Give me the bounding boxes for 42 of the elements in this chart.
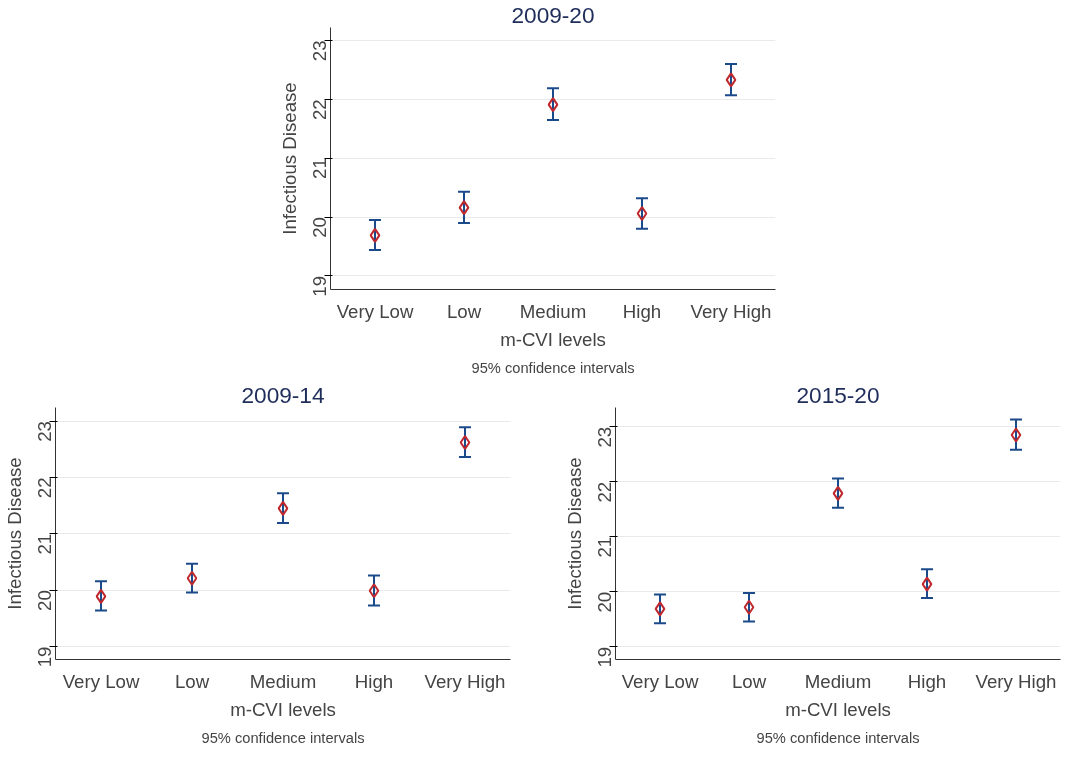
- y-tick-label: 19: [34, 646, 55, 668]
- y-tick-label: 23: [34, 421, 55, 442]
- y-tick-label: 21: [594, 536, 615, 558]
- x-axis-title: m-CVI levels: [785, 698, 891, 720]
- text: 95% confidence intervals: [756, 729, 920, 746]
- x-tick-label: High: [907, 670, 947, 692]
- x-tick-label: Low: [731, 670, 767, 692]
- y-tick-label: 20: [594, 591, 615, 613]
- y-tick-label: 19: [309, 275, 330, 297]
- y-tick-label: 23: [594, 426, 615, 448]
- y-tick-label: 21: [34, 533, 55, 555]
- x-tick-label: Medium: [249, 670, 317, 692]
- y-axis-title: Infectious Disease: [3, 457, 25, 610]
- y-axis-title: Infectious Disease: [278, 82, 300, 235]
- x-tick-label: Low: [174, 670, 210, 692]
- x-tick-label: High: [354, 670, 394, 692]
- x-tick-label: Medium: [804, 670, 872, 692]
- x-tick-label: Very Low: [336, 300, 414, 322]
- x-tick-label: Medium: [519, 300, 587, 322]
- x-tick-label: Very High: [690, 300, 772, 322]
- chart-title: 2009-14: [241, 381, 325, 408]
- chart-title: 2009-20: [511, 1, 595, 28]
- chart-title: 2015-20: [796, 381, 880, 408]
- y-tick-label: 19: [594, 646, 615, 668]
- x-tick-label: High: [622, 300, 662, 322]
- x-tick-label: Low: [446, 300, 482, 322]
- x-axis-title: m-CVI levels: [500, 328, 606, 350]
- text: 95% confidence intervals: [201, 729, 365, 746]
- y-tick-label: 22: [594, 481, 615, 503]
- x-axis-title: m-CVI levels: [230, 698, 336, 720]
- y-tick-label: 20: [309, 217, 330, 238]
- y-tick-label: 23: [309, 40, 330, 62]
- x-tick-label: Very Low: [62, 670, 140, 692]
- x-tick-label: Very Low: [621, 670, 699, 692]
- y-axis-title: Infectious Disease: [563, 457, 585, 610]
- y-tick-label: 21: [309, 158, 330, 179]
- y-tick-label: 22: [309, 99, 330, 121]
- x-tick-label: Very High: [424, 670, 506, 692]
- y-tick-label: 20: [34, 590, 55, 611]
- y-tick-label: 22: [34, 477, 55, 499]
- x-tick-label: Very High: [975, 670, 1057, 692]
- text: 95% confidence intervals: [471, 359, 635, 376]
